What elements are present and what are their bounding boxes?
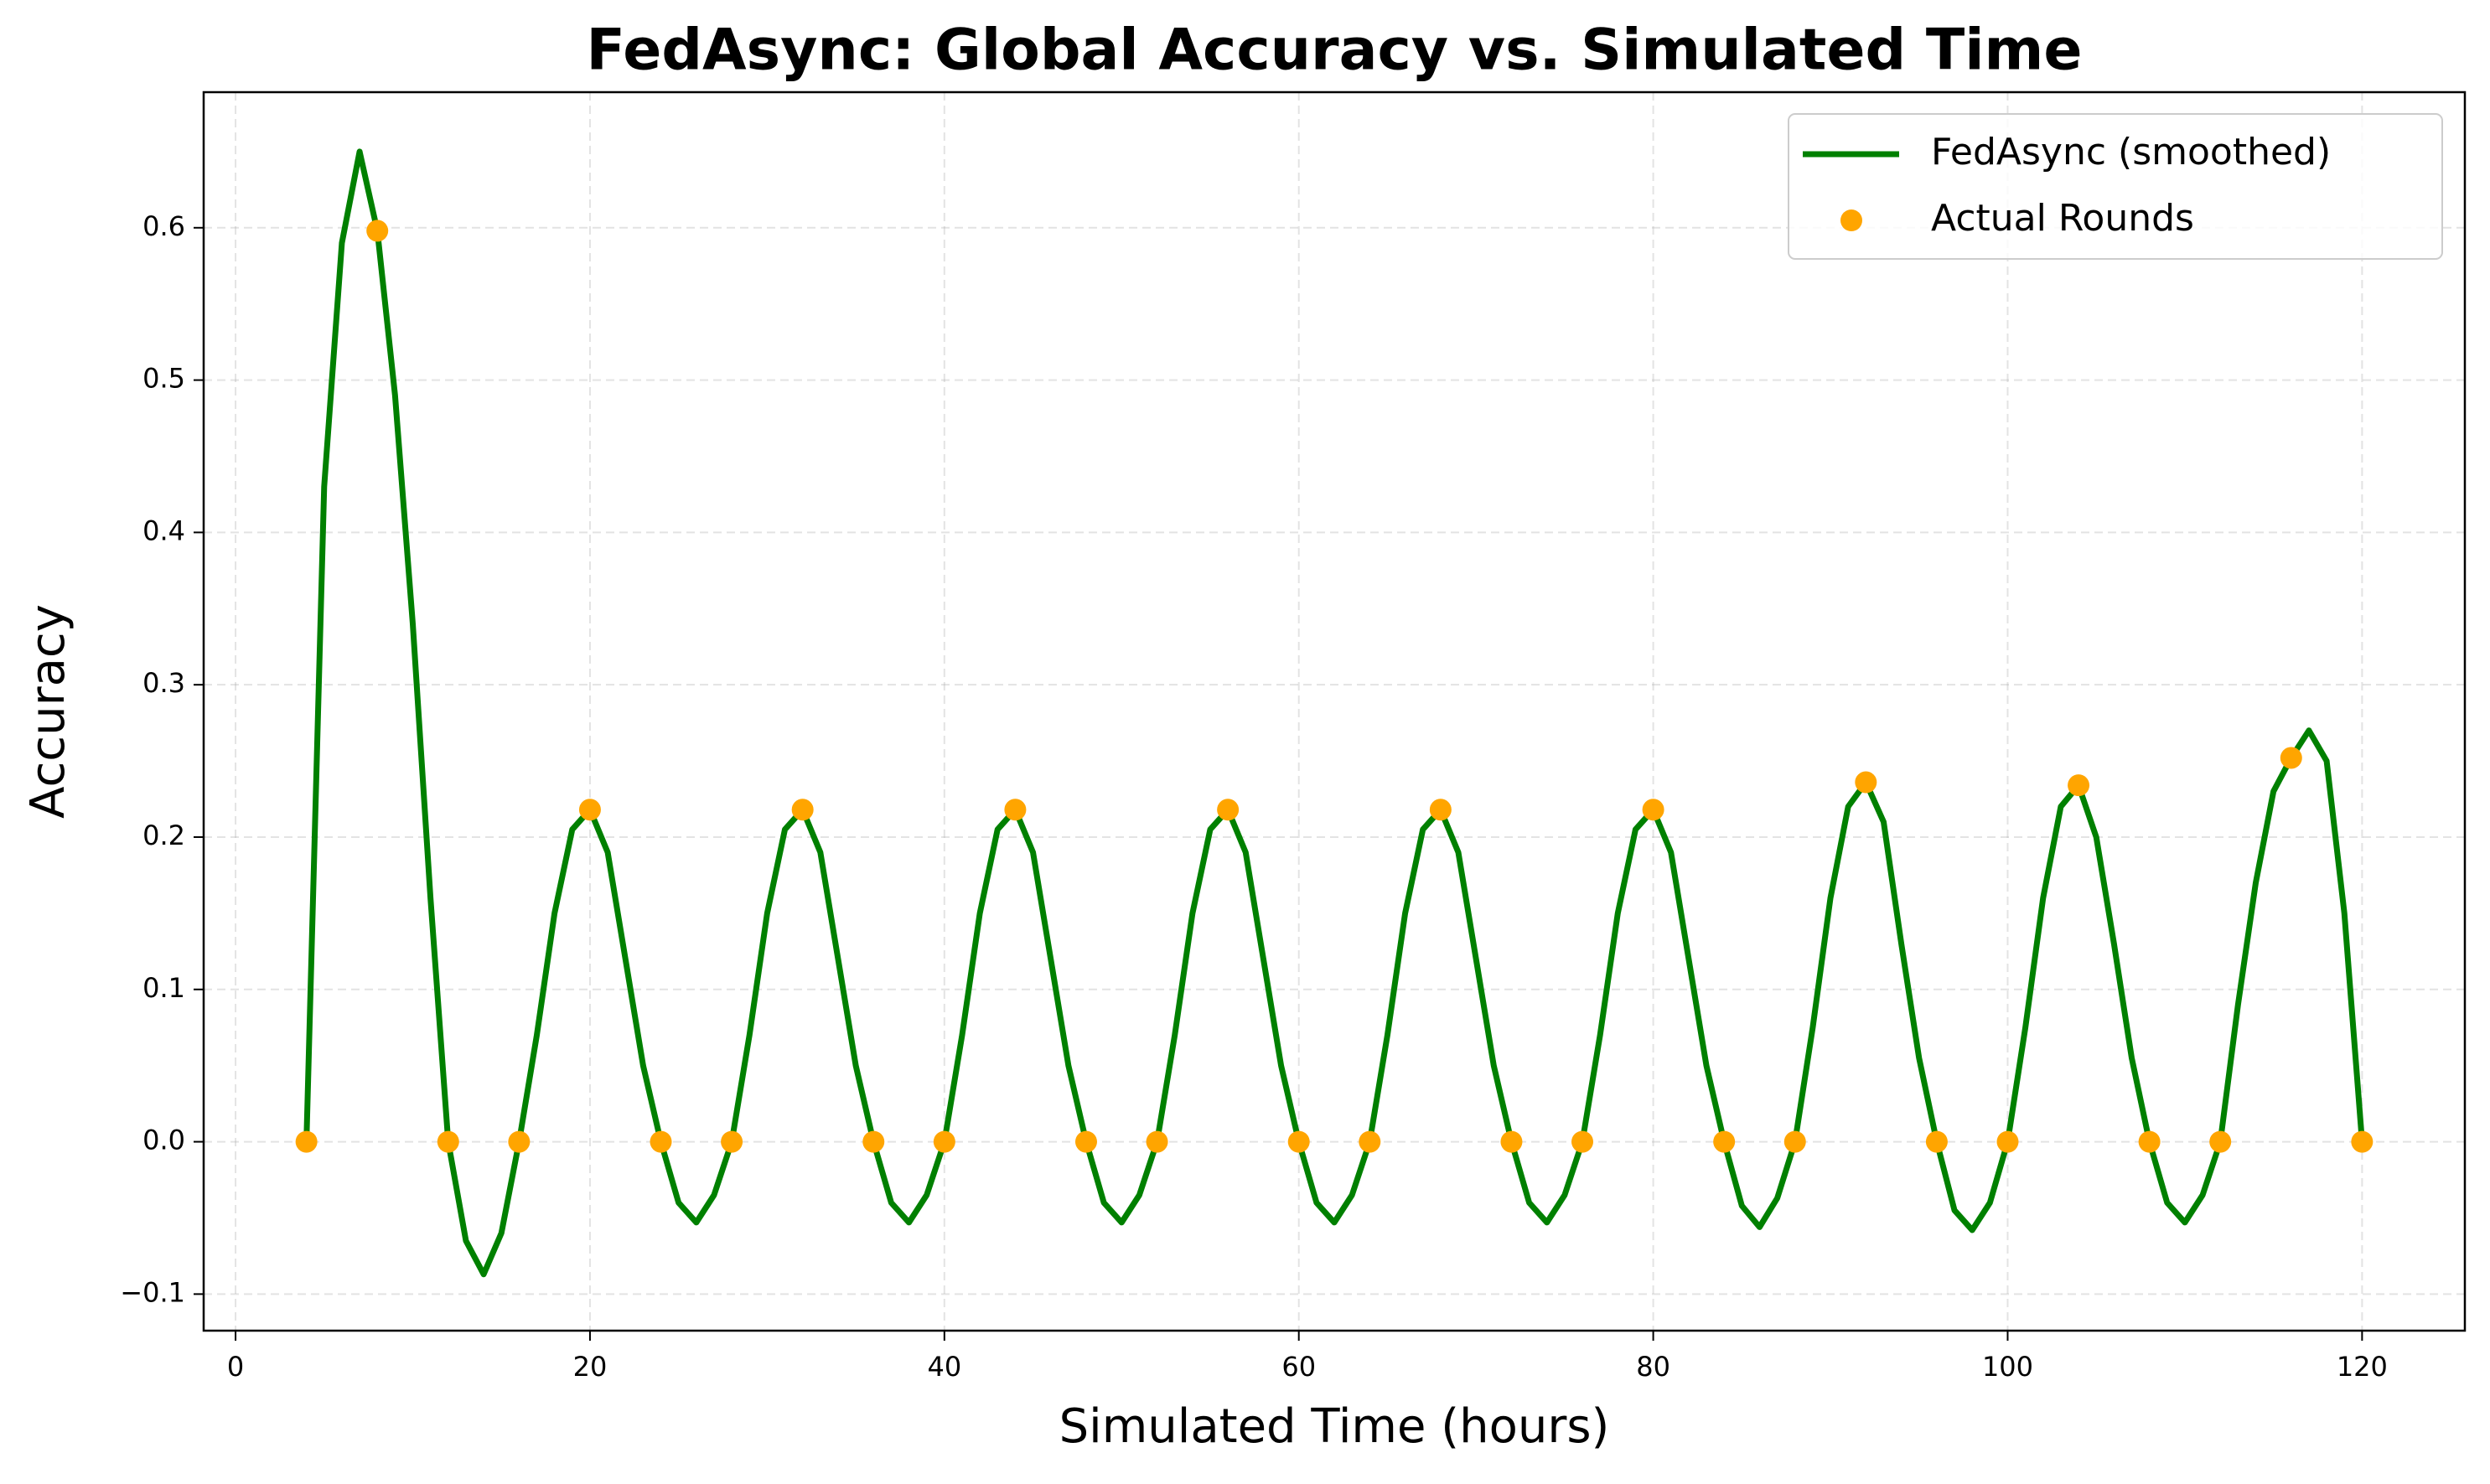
y-tick-label: 0.4: [142, 514, 185, 546]
scatter-point: [366, 220, 389, 242]
y-axis-label: Accuracy: [21, 604, 75, 819]
scatter-point: [1359, 1130, 1381, 1153]
scatter-point: [721, 1130, 743, 1153]
legend-box: [1788, 113, 2443, 260]
x-tick-label: 40: [927, 1351, 961, 1383]
scatter-point: [578, 799, 601, 821]
scatter-point: [2280, 747, 2302, 769]
scatter-point: [1642, 799, 1664, 821]
legend-label: Actual Rounds: [1931, 197, 2194, 240]
scatter-point: [1783, 1130, 1806, 1153]
x-tick-label: 60: [1281, 1351, 1316, 1383]
scatter-point: [1429, 799, 1452, 821]
y-tick-label: −0.1: [120, 1276, 185, 1308]
scatter-point: [1855, 771, 1877, 794]
scatter-point: [2209, 1130, 2232, 1153]
x-tick-label: 0: [227, 1351, 244, 1383]
y-tick-label: 0.1: [142, 972, 185, 1004]
legend-label: FedAsync (smoothed): [1931, 131, 2331, 173]
scatter-point: [295, 1130, 318, 1153]
scatter-point: [933, 1130, 955, 1153]
scatter-point: [1996, 1130, 2019, 1153]
scatter-point: [1571, 1130, 1594, 1153]
scatter-point: [1146, 1130, 1168, 1153]
axes-frame: [202, 90, 2467, 1332]
x-axis-label: Simulated Time (hours): [1059, 1399, 1610, 1454]
y-tick-label: 0.6: [142, 210, 185, 242]
x-tick-label: 80: [1636, 1351, 1670, 1383]
scatter-point: [1925, 1130, 1948, 1153]
scatter-point: [1217, 799, 1240, 821]
scatter-point: [862, 1130, 885, 1153]
x-tick-label: 20: [573, 1351, 608, 1383]
scatter-point: [1074, 1130, 1097, 1153]
scatter-point: [1713, 1130, 1736, 1153]
y-tick-label: 0.0: [142, 1125, 185, 1156]
scatter-point: [508, 1130, 531, 1153]
x-tick-label: 120: [2337, 1351, 2388, 1383]
scatter-point: [2068, 774, 2090, 797]
y-tick-label: 0.5: [142, 363, 185, 395]
scatter-point: [791, 799, 814, 821]
scatter-point: [650, 1130, 672, 1153]
scatter-point: [1500, 1130, 1523, 1153]
scatter-point: [437, 1130, 459, 1153]
scatter-point: [1287, 1130, 1310, 1153]
scatter-point: [2138, 1130, 2161, 1153]
scatter-point: [1004, 799, 1027, 821]
y-tick-label: 0.3: [142, 667, 185, 699]
chart-title: FedAsync: Global Accuracy vs. Simulated …: [587, 18, 2083, 84]
y-tick-label: 0.2: [142, 820, 185, 851]
line-series: [303, 148, 2365, 1278]
scatter-point: [2351, 1130, 2374, 1153]
legend-marker: [1840, 209, 1862, 231]
x-tick-label: 100: [1982, 1351, 2033, 1383]
